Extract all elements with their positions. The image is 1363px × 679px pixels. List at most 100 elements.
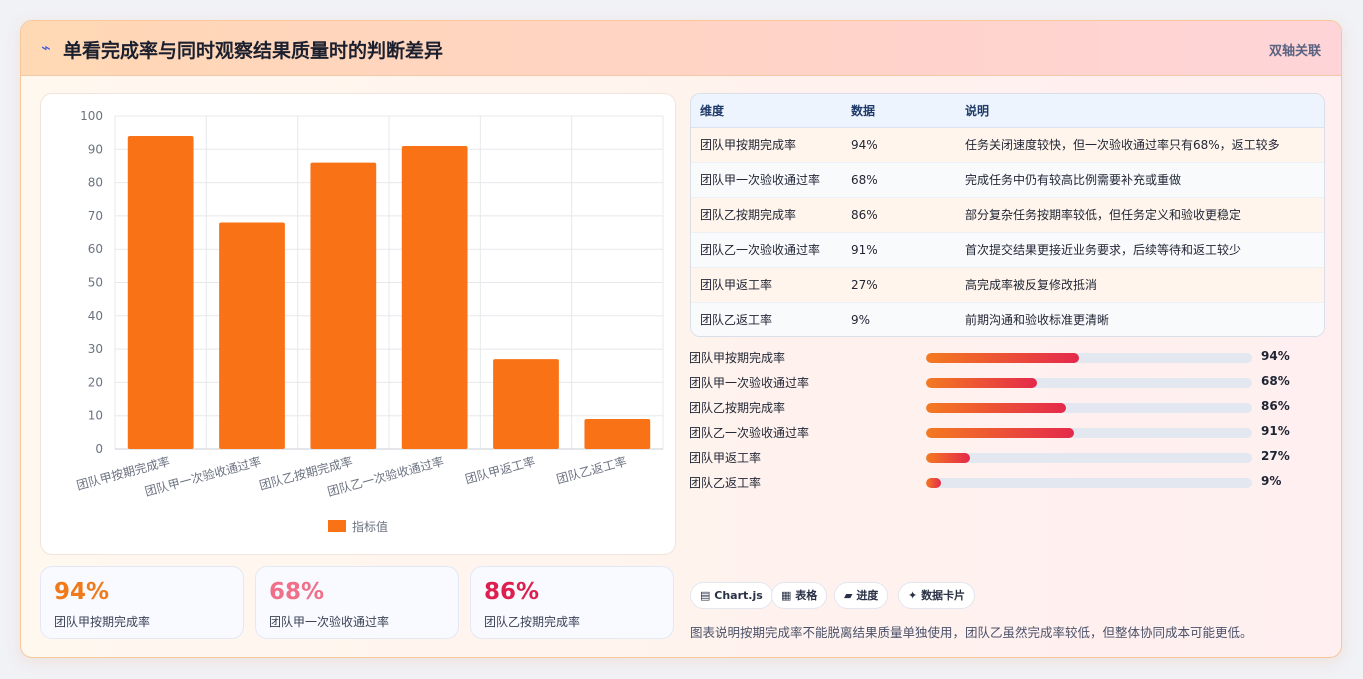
progress-track (926, 478, 1252, 488)
bar[interactable] (219, 222, 285, 449)
badge-label: 进度 (856, 589, 879, 602)
bar-chart: 0102030405060708090100团队甲按期完成率团队甲一次验收通过率… (75, 109, 664, 534)
table-cell: 团队乙按期完成率 (691, 196, 842, 232)
y-tick-label: 100 (80, 109, 103, 123)
progress-icon: ▰ (844, 589, 853, 602)
y-tick-label: 0 (95, 442, 103, 456)
stat-value: 68% (269, 579, 325, 605)
dual-axis-tag[interactable]: 双轴关联 (1268, 44, 1321, 59)
table-cell: 前期沟通和验收标准更清晰 (956, 301, 1324, 336)
progress-label: 团队甲按期完成率 (689, 351, 786, 365)
progress-list: 团队甲按期完成率 94% 团队甲一次验收通过率 68% 团队乙按期完成率 86% 团队乙一次… (689, 347, 1329, 497)
table-cell: 团队甲按期完成率 (691, 126, 842, 162)
progress-label: 团队乙一次验收通过率 (689, 426, 810, 440)
badge-progress[interactable]: ▰ 进度 (834, 582, 889, 609)
card-icon: ✦ (908, 589, 918, 602)
y-tick-label: 90 (88, 142, 103, 156)
page-title: 单看完成率与同时观察结果质量时的判断差异 (63, 40, 444, 62)
stat-card: 68% 团队甲一次验收通过率 (255, 566, 459, 639)
badge-card[interactable]: ✦ 数据卡片 (898, 582, 976, 609)
bar[interactable] (310, 162, 377, 449)
table-icon: ▦ (781, 589, 792, 602)
progress-track (926, 378, 1252, 388)
bar-chart-panel: 0 10 20 30 40 50 60 70 80 90 100 团队甲按期完成率 团队甲一次验收通过率… (40, 93, 676, 555)
progress-label: 团队乙按期完成率 (689, 401, 786, 415)
y-tick-label: 10 (88, 409, 103, 423)
stat-label: 团队乙按期完成率 (484, 615, 581, 629)
y-tick-label: 60 (88, 242, 103, 256)
table-row: 团队甲一次验收通过率 68% 完成任务中仍有较高比例需要补充或重做 (691, 161, 1324, 197)
progress-row: 团队甲按期完成率 94% (689, 347, 1329, 372)
stat-card: 94% 团队甲按期完成率 (40, 566, 244, 639)
legend-label[interactable]: 指标值 (352, 519, 388, 534)
table-cell: 首次提交结果更接近业务要求，后续等待和返工较少 (956, 231, 1324, 267)
y-tick-label: 30 (88, 342, 103, 356)
table-row: 团队乙返工率 9% 前期沟通和验收标准更清晰 (691, 301, 1324, 336)
dashboard-card: ⌁ 单看完成率与同时观察结果质量时的判断差异 双轴关联 0 10 20 30 40 50 6… (20, 20, 1342, 658)
footer-note: 图表说明按期完成率不能脱离结果质量单独使用，团队乙虽然完成率较低，但整体协同成本… (690, 625, 1253, 640)
table-cell: 68% (842, 161, 956, 197)
progress-row: 团队乙一次验收通过率 91% (689, 422, 1329, 447)
table-cell: 团队乙返工率 (691, 301, 842, 336)
table-header-cell: 数据 (842, 94, 956, 128)
bar[interactable] (584, 419, 651, 449)
table-cell: 86% (842, 196, 956, 232)
table-row: 团队甲按期完成率 94% 任务关闭速度较快，但一次验收通过率只有68%，返工较多 (691, 126, 1324, 162)
table-cell: 团队甲一次验收通过率 (691, 161, 842, 197)
stat-value: 94% (54, 579, 110, 605)
progress-track (926, 353, 1252, 363)
progress-fill (926, 428, 1075, 438)
table-cell: 团队乙一次验收通过率 (691, 231, 842, 267)
progress-fill (926, 353, 1080, 363)
table-cell: 94% (842, 126, 956, 162)
table-row: 团队甲返工率 27% 高完成率被反复修改抵消 (691, 266, 1324, 302)
y-tick-label: 20 (88, 375, 103, 389)
badge-table[interactable]: ▦ 表格 (771, 582, 828, 609)
progress-label: 团队甲返工率 (689, 451, 762, 465)
stat-value: 86% (484, 579, 540, 605)
table-row: 团队乙按期完成率 86% 部分复杂任务按期率较低，但任务定义和验收更稳定 (691, 196, 1324, 232)
progress-value: 94% (1261, 349, 1290, 363)
flash-icon: ⌁ (41, 38, 51, 57)
bar[interactable] (127, 135, 194, 450)
stat-card: 86% 团队乙按期完成率 (470, 566, 674, 639)
progress-fill (926, 478, 941, 488)
progress-value: 91% (1261, 424, 1290, 438)
progress-value: 27% (1261, 449, 1290, 463)
progress-fill (926, 403, 1067, 413)
table-cell: 部分复杂任务按期率较低，但任务定义和验收更稳定 (956, 196, 1324, 232)
stat-label: 团队甲按期完成率 (54, 615, 151, 629)
progress-track (926, 453, 1252, 463)
card-header: ⌁ 单看完成率与同时观察结果质量时的判断差异 双轴关联 (21, 21, 1341, 76)
table-cell: 91% (842, 231, 956, 267)
y-tick-label: 80 (88, 176, 103, 190)
progress-fill (926, 378, 1037, 388)
table-row: 团队乙一次验收通过率 91% 首次提交结果更接近业务要求，后续等待和返工较少 (691, 231, 1324, 267)
table-cell: 高完成率被反复修改抵消 (956, 266, 1324, 302)
badge-chart[interactable]: ▤ Chart.js (690, 582, 773, 609)
progress-row: 团队甲一次验收通过率 68% (689, 372, 1329, 397)
data-table: 维度 数据 说明 团队甲按期完成率 94% 任务关闭速度较快，但一次验收通过率只有68%… (691, 94, 1324, 336)
table-cell: 9% (842, 301, 956, 336)
stat-label: 团队甲一次验收通过率 (269, 615, 390, 629)
bar[interactable] (401, 145, 468, 449)
progress-row: 团队乙返工率 9% (689, 472, 1329, 497)
progress-fill (926, 453, 970, 463)
chart-icon: ▤ (700, 589, 711, 602)
progress-value: 86% (1261, 399, 1290, 413)
table-cell: 完成任务中仍有较高比例需要补充或重做 (956, 161, 1324, 197)
progress-row: 团队乙按期完成率 86% (689, 397, 1329, 422)
progress-track (926, 403, 1252, 413)
progress-value: 68% (1261, 374, 1290, 388)
x-tick-label: 团队乙返工率 (555, 453, 628, 486)
progress-label: 团队乙返工率 (689, 476, 762, 490)
legend-swatch (328, 520, 346, 532)
y-tick-label: 50 (88, 276, 103, 290)
table-header-cell: 维度 (691, 94, 842, 128)
progress-track (926, 428, 1252, 438)
bar[interactable] (493, 359, 559, 449)
badge-label: 表格 (795, 589, 818, 602)
progress-row: 团队甲返工率 27% (689, 447, 1329, 472)
table-cell: 27% (842, 266, 956, 302)
table-cell: 团队甲返工率 (691, 266, 842, 302)
